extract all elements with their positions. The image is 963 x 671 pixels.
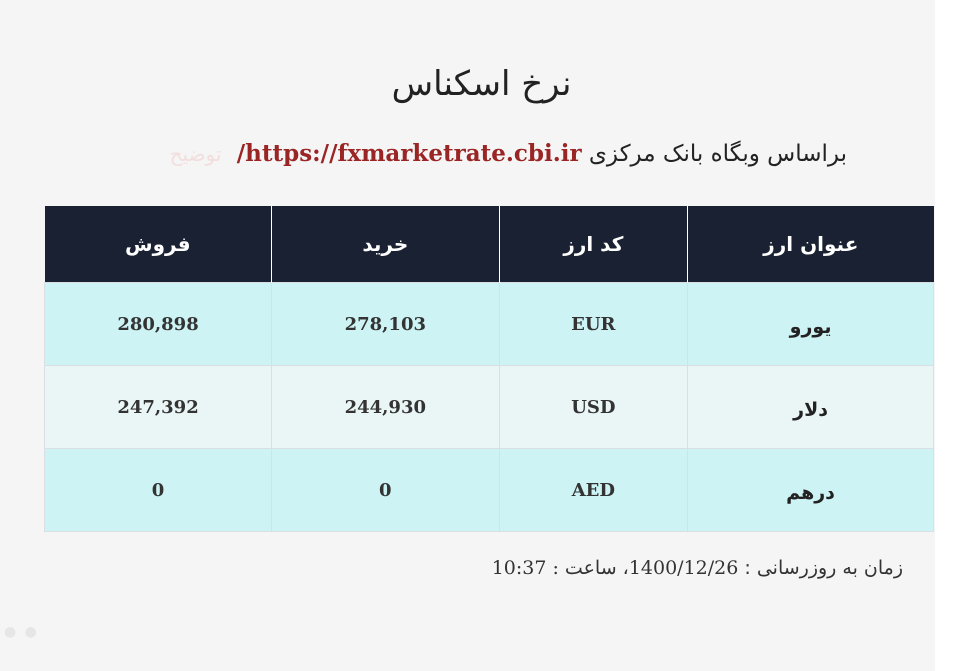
page-title: نرخ اسکناس xyxy=(391,64,572,104)
table-row: درهم AED 0 0 xyxy=(43,448,934,532)
decorative-dots: ● ● xyxy=(4,624,39,640)
buy-rate: 0 xyxy=(271,448,500,532)
update-time: زمان به روزرسانی : 1400/12/26، ساعت : 10… xyxy=(492,557,903,579)
buy-rate: 278,103 xyxy=(271,282,500,366)
buy-rate: 244,930 xyxy=(271,365,500,449)
currency-name: دلار xyxy=(687,365,934,449)
exchange-rate-table: عنوان ارز کد ارز خرید فروش یورو EUR 278,… xyxy=(43,206,934,532)
header-currency-name: عنوان ارز xyxy=(687,206,934,283)
sell-rate: 247,392 xyxy=(43,365,273,449)
source-prefix: براساس وبگاه بانک مرکزی xyxy=(588,141,847,167)
currency-code: AED xyxy=(498,448,689,532)
currency-name: یورو xyxy=(687,282,934,366)
table-row: دلار USD 244,930 247,392 xyxy=(43,365,934,449)
table-row: یورو EUR 278,103 280,898 xyxy=(43,282,934,366)
currency-code: USD xyxy=(498,365,689,449)
description-link[interactable]: توضیح xyxy=(169,142,222,166)
source-link[interactable]: https://fxmarketrate.cbi.ir/ xyxy=(236,140,582,167)
header-sell: فروش xyxy=(44,206,272,283)
currency-code: EUR xyxy=(498,282,689,366)
sell-rate: 0 xyxy=(43,448,273,532)
update-value: 1400/12/26، ساعت : 10:37 xyxy=(491,557,739,579)
table-header-row: عنوان ارز کد ارز خرید فروش xyxy=(44,206,934,283)
sell-rate: 280,898 xyxy=(43,282,273,366)
header-currency-code: کد ارز xyxy=(498,206,688,283)
update-label: زمان به روزرسانی : xyxy=(744,557,903,579)
source-line: براساس وبگاه بانک مرکزی https://fxmarket… xyxy=(170,140,847,167)
header-buy: خرید xyxy=(271,206,500,283)
currency-name: درهم xyxy=(687,448,934,532)
